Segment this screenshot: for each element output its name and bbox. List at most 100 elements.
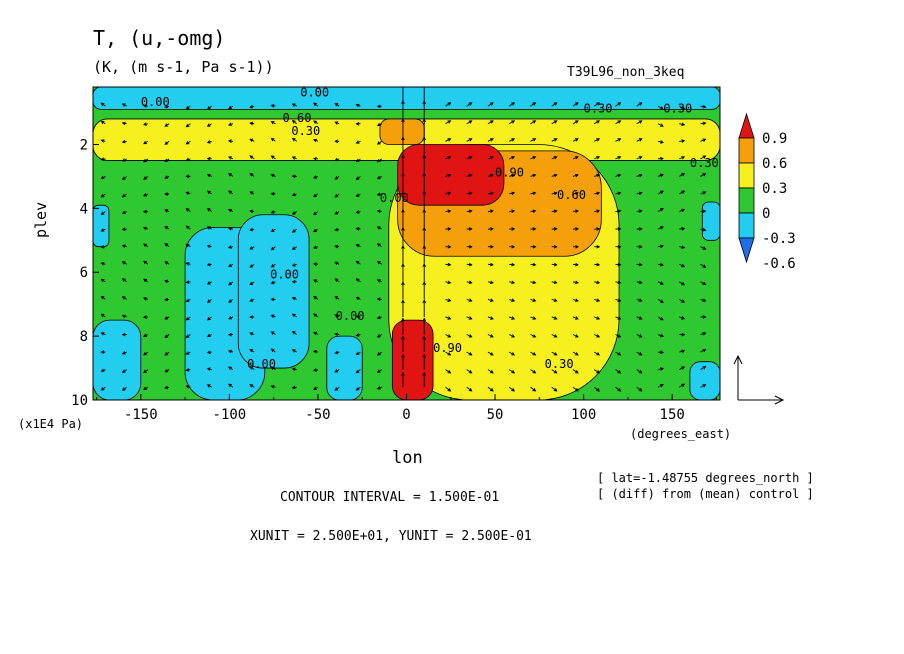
- wind-vector-head: [489, 156, 494, 160]
- wind-vector-head: [206, 173, 211, 178]
- wind-vector-head: [143, 278, 147, 283]
- wind-vector-head: [249, 104, 254, 109]
- wind-vector-head: [401, 281, 405, 286]
- colorbar-label: 0.3: [762, 181, 787, 197]
- wind-vector-head: [702, 366, 707, 370]
- wind-vector-head: [638, 191, 643, 196]
- wind-vector-head: [617, 138, 622, 142]
- wind-vector-head: [511, 387, 515, 392]
- wind-vector-head: [574, 316, 579, 320]
- wind-vector-head: [142, 122, 147, 126]
- wind-vector-head: [702, 246, 707, 250]
- wind-vector: [594, 369, 600, 374]
- wind-vector-head: [313, 102, 317, 107]
- wind-vector-head: [401, 118, 405, 123]
- wind-vector-head: [575, 227, 579, 231]
- wind-vector-head: [702, 121, 707, 126]
- wind-vector-head: [249, 384, 254, 388]
- wind-vector: [594, 120, 600, 125]
- y-axis: 2 4 6 8 10: [71, 137, 99, 409]
- contour-label: 0.30: [663, 102, 692, 116]
- wind-vector-head: [574, 280, 579, 285]
- wind-vector-head: [185, 157, 190, 162]
- contour-label: 0.60: [283, 111, 312, 125]
- wind-vector-head: [659, 106, 664, 110]
- wind-vector-head: [376, 175, 381, 180]
- field-region-14: [391, 319, 434, 400]
- wind-vector: [636, 351, 642, 356]
- wind-vector-head: [270, 384, 275, 389]
- wind-vector: [487, 102, 494, 107]
- field-region-2: [93, 319, 142, 400]
- wind-vector-head: [355, 121, 360, 126]
- wind-vector-head: [638, 262, 643, 267]
- wind-vector-head: [447, 370, 452, 374]
- wind-vector-head: [702, 227, 707, 232]
- wind-vector-head: [617, 334, 622, 338]
- wind-vector-head: [422, 245, 427, 249]
- wind-vector-head: [249, 315, 254, 319]
- wind-vector-head: [291, 211, 296, 215]
- wind-vector-head: [401, 136, 405, 141]
- wind-vector: [657, 208, 664, 212]
- wind-vector-head: [447, 173, 452, 178]
- wind-vector-head: [376, 279, 381, 283]
- wind-vector-head: [334, 121, 339, 125]
- wind-vector-head: [249, 298, 254, 302]
- wind-vector-head: [270, 104, 275, 108]
- wind-vector: [657, 316, 664, 321]
- wind-vector-head: [489, 102, 494, 106]
- wind-vector-head: [291, 385, 296, 390]
- wind-vector-head: [313, 228, 317, 233]
- wind-vector-head: [313, 368, 317, 372]
- wind-vector-head: [291, 330, 296, 335]
- wind-vector-head: [100, 245, 105, 249]
- wind-vector-head: [575, 262, 579, 267]
- wind-vector-head: [100, 175, 105, 180]
- wind-vector-head: [334, 102, 339, 107]
- wind-vector: [615, 369, 621, 374]
- wind-vector: [615, 102, 621, 107]
- field-region-12: [379, 118, 425, 145]
- contour-label: 0.00: [336, 309, 365, 323]
- wind-vector-head: [185, 243, 190, 248]
- wind-vector-head: [143, 226, 147, 231]
- wind-vector-head: [511, 298, 516, 302]
- wind-vector-head: [249, 348, 254, 353]
- wind-vector-head: [291, 349, 296, 353]
- wind-vector-head: [553, 102, 558, 106]
- wind-vector-head: [702, 331, 707, 336]
- wind-vector-head: [121, 261, 126, 265]
- wind-vector-head: [291, 296, 296, 301]
- wind-vector-head: [270, 297, 275, 302]
- wind-vector-head: [270, 280, 275, 285]
- wind-vector-head: [206, 106, 211, 110]
- wind-vector-head: [291, 192, 296, 197]
- wind-vector-head: [355, 176, 360, 180]
- wind-vector: [679, 190, 685, 195]
- contour-label: 0.00: [270, 268, 299, 282]
- wind-vector-head: [422, 208, 427, 213]
- wind-vector-head: [447, 138, 452, 142]
- wind-vector-head: [660, 262, 664, 267]
- wind-vector-head: [313, 175, 317, 179]
- wind-vector-head: [532, 156, 537, 160]
- colorbar-label: 0: [762, 206, 770, 222]
- wind-vector-head: [422, 190, 427, 195]
- wind-vector-head: [617, 209, 622, 214]
- colorbar-segment: [738, 162, 755, 189]
- wind-vector-head: [532, 120, 537, 124]
- wind-vector-head: [422, 263, 427, 267]
- wind-vector-head: [702, 384, 707, 388]
- wind-vector-head: [291, 174, 296, 179]
- wind-vector-head: [401, 263, 405, 267]
- wind-vector-head: [355, 369, 360, 374]
- wind-vector-head: [511, 173, 516, 178]
- wind-vector-head: [511, 370, 516, 374]
- wind-vector-head: [447, 209, 452, 214]
- colorbar-label: -0.3: [762, 231, 796, 247]
- wind-vector-head: [489, 120, 494, 124]
- wind-vector: [679, 298, 685, 303]
- wind-vector-head: [376, 209, 381, 214]
- wind-vector-head: [617, 370, 622, 374]
